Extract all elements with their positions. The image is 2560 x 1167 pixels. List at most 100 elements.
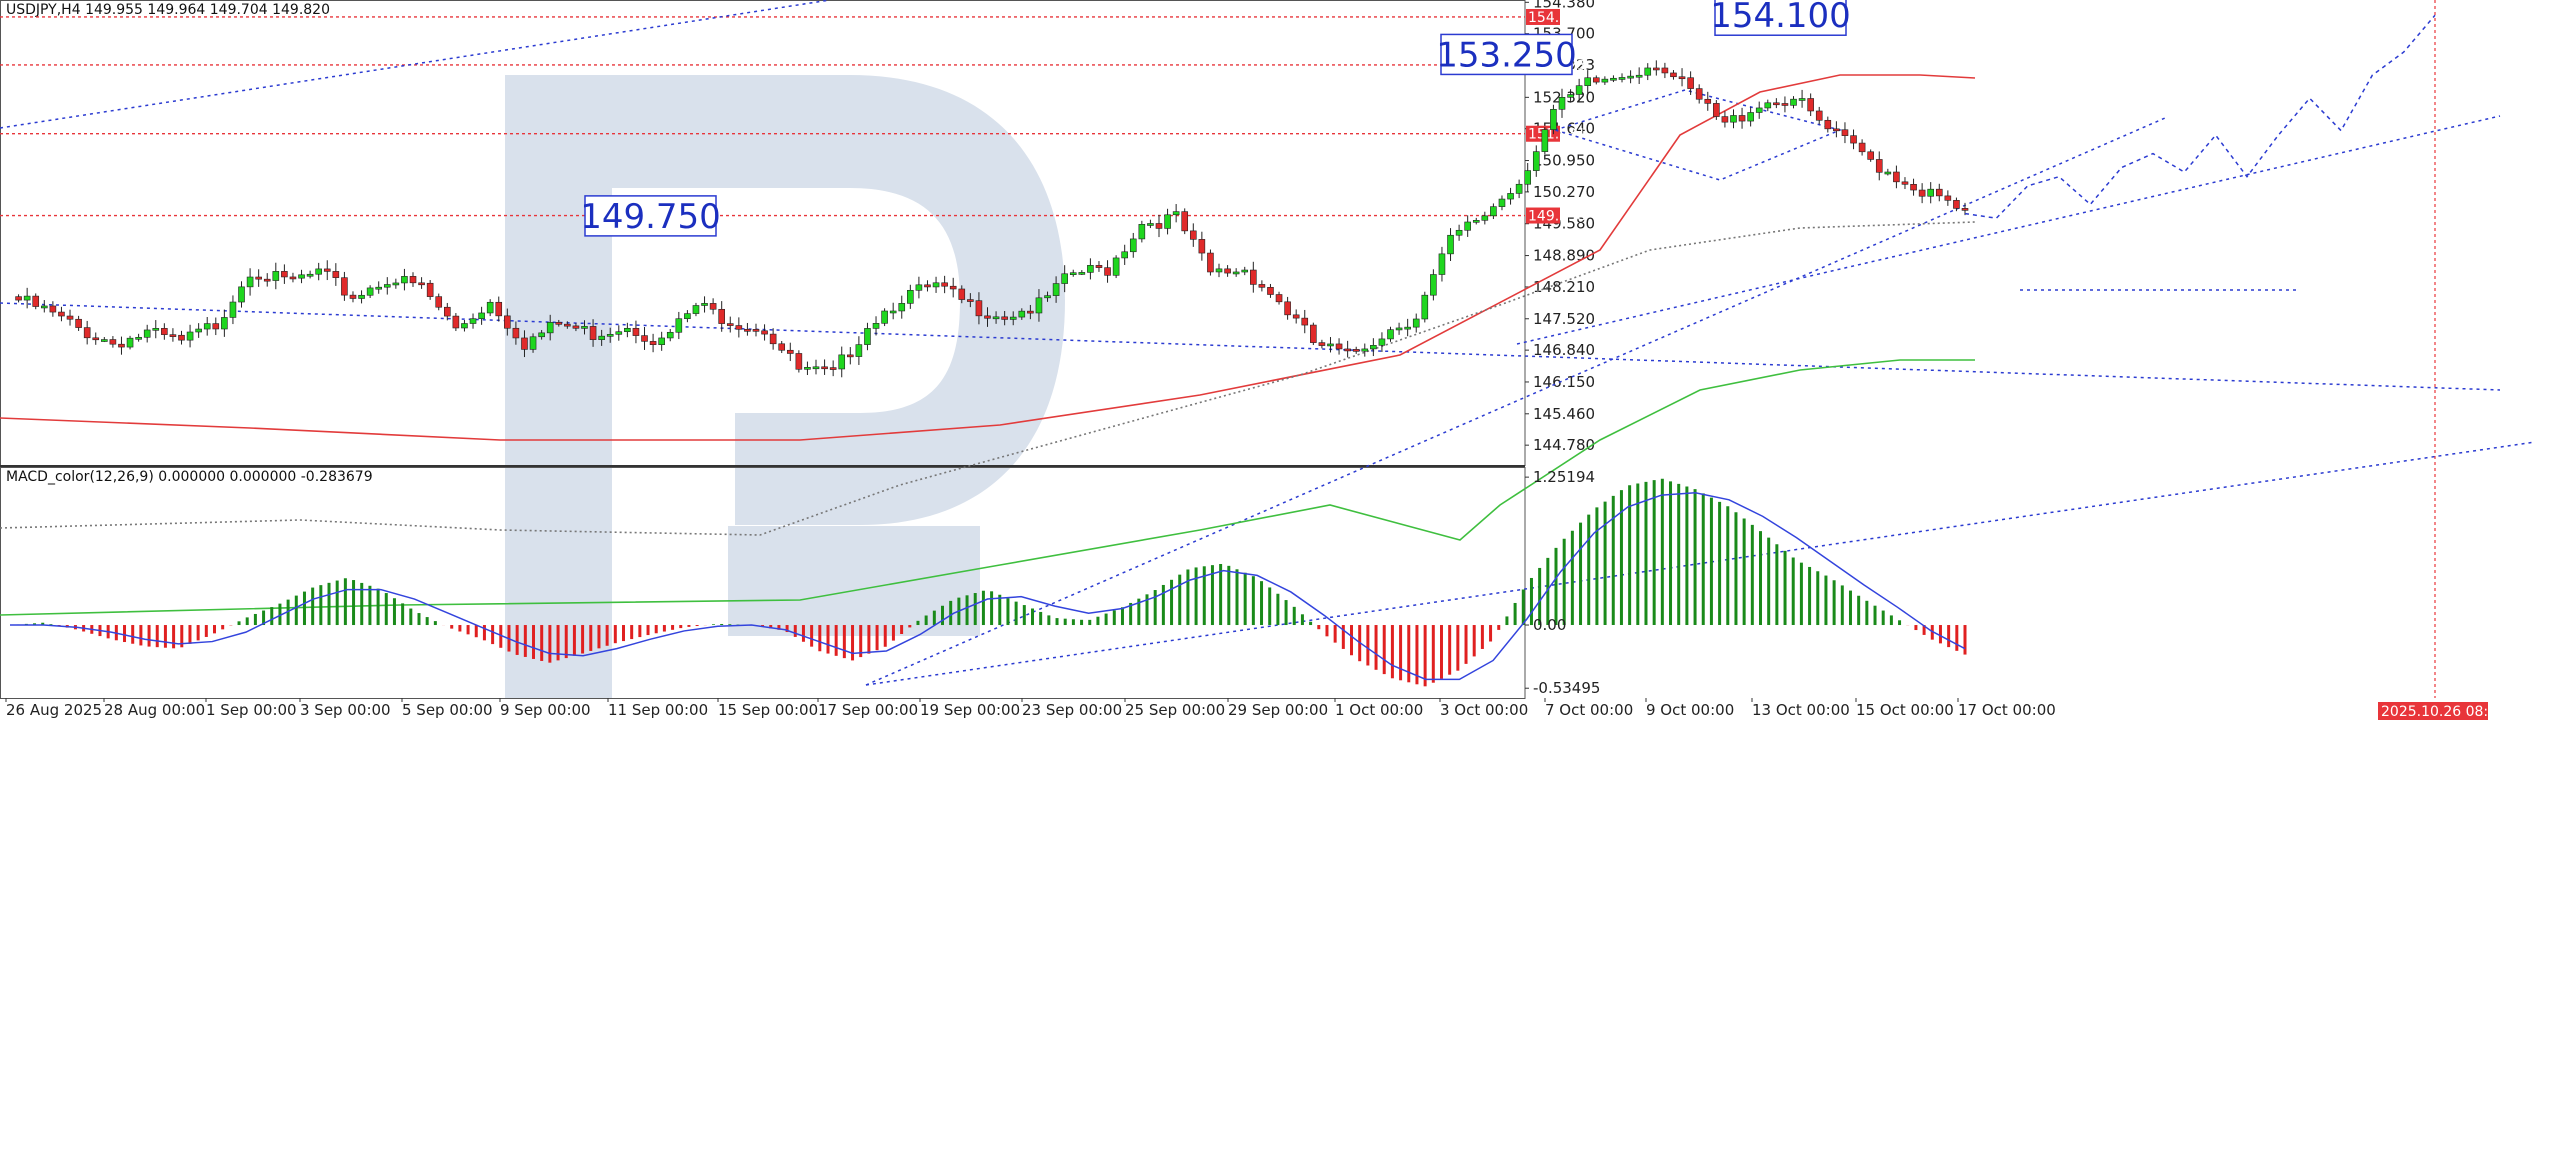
candle-bear bbox=[958, 288, 966, 300]
candle-bear bbox=[726, 323, 734, 326]
callout-label: 153.250 bbox=[1436, 35, 1577, 75]
candle-bull bbox=[1395, 327, 1403, 331]
candle-bear bbox=[323, 268, 331, 272]
candle-bull bbox=[298, 274, 305, 279]
candle-bull bbox=[229, 301, 237, 318]
candle-bull bbox=[864, 328, 871, 345]
time-tick-label: 15 Sep 00:00 bbox=[718, 701, 818, 719]
candle-bull bbox=[1584, 77, 1592, 86]
candle-bull bbox=[135, 337, 142, 340]
candle-bull bbox=[546, 322, 554, 334]
ma-dotted-line bbox=[0, 221, 1976, 536]
candle-bull bbox=[478, 312, 485, 319]
candle-bull bbox=[1635, 74, 1643, 78]
candle-bear bbox=[821, 366, 828, 370]
candle-bull bbox=[486, 301, 494, 314]
candle-bull bbox=[195, 328, 202, 333]
candle-bear bbox=[1781, 103, 1789, 106]
candle-bull bbox=[272, 271, 280, 281]
candle-bull bbox=[624, 327, 631, 333]
candle-bull bbox=[658, 337, 665, 345]
candle-bear bbox=[1207, 252, 1214, 273]
candle-bear bbox=[1704, 98, 1712, 104]
candle-bear bbox=[1275, 294, 1283, 303]
time-tick-label: 26 Aug 2025 bbox=[6, 701, 102, 719]
candle-bull bbox=[238, 286, 245, 303]
candle-bull bbox=[684, 313, 691, 320]
candle-bull bbox=[881, 310, 888, 324]
candle-bull bbox=[838, 354, 846, 370]
candle-bear bbox=[1721, 116, 1729, 123]
price-tick-label: 147.520 bbox=[1533, 310, 1595, 328]
candle-bull bbox=[461, 323, 468, 329]
candle-bull bbox=[1755, 107, 1763, 113]
candle-bull bbox=[907, 289, 914, 304]
time-tick-label: 23 Sep 00:00 bbox=[1022, 701, 1122, 719]
candle-bull bbox=[992, 316, 1000, 320]
price-tick-label: 150.950 bbox=[1533, 152, 1595, 170]
candle-bull bbox=[1481, 215, 1489, 221]
candle-bear bbox=[1653, 67, 1660, 71]
candle-bull bbox=[246, 276, 254, 288]
candle-bull bbox=[306, 273, 314, 277]
trend-line bbox=[865, 117, 2166, 686]
time-tick-label: 17 Sep 00:00 bbox=[818, 701, 918, 719]
time-tick-label: 1 Sep 00:00 bbox=[206, 701, 297, 719]
price-tick-label: 148.210 bbox=[1533, 278, 1595, 296]
candle-bear bbox=[92, 337, 100, 341]
candle-bear bbox=[49, 305, 57, 313]
candle-bear bbox=[847, 354, 854, 358]
callout-box bbox=[1714, 0, 1847, 36]
candle-bear bbox=[718, 308, 725, 324]
candle-bear bbox=[1335, 343, 1343, 350]
candle-bear bbox=[1910, 184, 1917, 191]
candle-bull bbox=[1061, 273, 1068, 284]
candle-bear bbox=[649, 341, 657, 345]
candle-bear bbox=[1592, 77, 1600, 83]
level-badge-label: 149.758 bbox=[1528, 209, 1586, 225]
candle-bull bbox=[315, 268, 322, 275]
candle-bull bbox=[529, 336, 537, 350]
candle-bear bbox=[426, 282, 434, 297]
candle-bear bbox=[1224, 268, 1231, 274]
macd-pane-frame bbox=[0, 467, 1526, 699]
candle-bull bbox=[1121, 251, 1128, 259]
candle-bear bbox=[281, 271, 288, 278]
time-tick-label: 9 Sep 00:00 bbox=[500, 701, 591, 719]
time-tick-label: 15 Oct 00:00 bbox=[1856, 701, 1954, 719]
callout-label: 149.750 bbox=[580, 197, 721, 237]
candle-bear bbox=[1661, 67, 1669, 74]
candle-bull bbox=[1421, 294, 1429, 320]
candle-bull bbox=[1550, 109, 1557, 130]
candle-bear bbox=[752, 329, 760, 332]
candle-bull bbox=[101, 339, 108, 342]
candle-bear bbox=[15, 296, 22, 301]
candle-bull bbox=[615, 331, 623, 335]
candle-bull bbox=[1078, 272, 1086, 275]
candle-bear bbox=[1292, 314, 1300, 319]
candle-bear bbox=[555, 322, 563, 325]
candle-bear bbox=[941, 282, 948, 287]
level-badge bbox=[1526, 8, 1560, 25]
candle-bear bbox=[1850, 135, 1857, 144]
candle-bull bbox=[889, 310, 897, 314]
symbol-header: USDJPY,H4 149.955 149.964 149.704 149.82… bbox=[6, 2, 330, 18]
candle-bull bbox=[1575, 85, 1583, 95]
candle-bear bbox=[1918, 189, 1926, 197]
candle-bear bbox=[1738, 115, 1746, 122]
candle-bull bbox=[1052, 283, 1060, 296]
candle-bull bbox=[40, 305, 48, 309]
time-tick-label: 25 Sep 00:00 bbox=[1125, 701, 1225, 719]
candle-bear bbox=[1670, 72, 1677, 78]
time-tick-label: 19 Sep 00:00 bbox=[920, 701, 1020, 719]
candle-bear bbox=[924, 284, 931, 288]
candle-bull bbox=[1498, 198, 1506, 207]
candle-bear bbox=[795, 353, 803, 370]
price-tick-label: 148.890 bbox=[1533, 247, 1595, 265]
time-tick-label: 1 Oct 00:00 bbox=[1335, 701, 1423, 719]
candle-bear bbox=[709, 303, 717, 310]
candle-bull bbox=[1567, 94, 1574, 98]
candle-bull bbox=[898, 303, 906, 312]
candle-bull bbox=[1164, 214, 1171, 229]
